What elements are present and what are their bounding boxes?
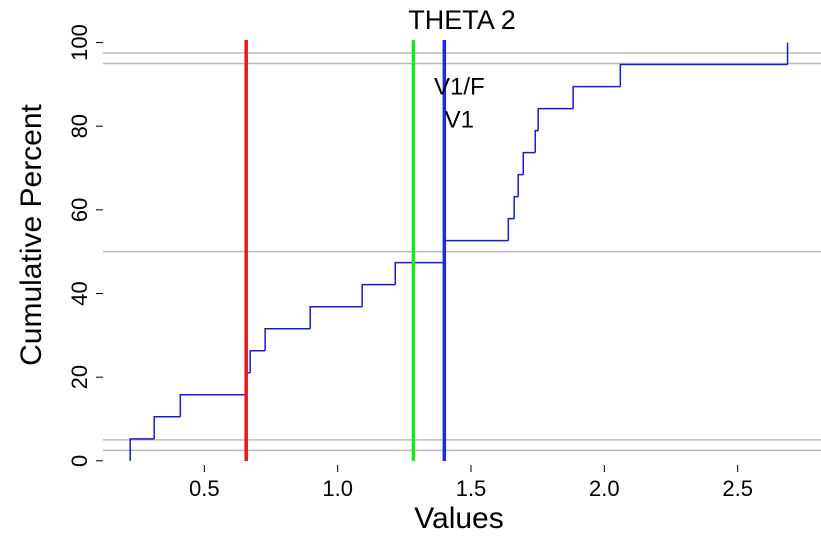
step bbox=[309, 305, 363, 329]
y-tick-label: 20 bbox=[67, 365, 92, 389]
step bbox=[361, 283, 396, 307]
y-tick-label: 80 bbox=[67, 114, 92, 138]
step bbox=[153, 416, 181, 439]
x-tick-label: 2.5 bbox=[722, 476, 753, 501]
annotation: V1/F bbox=[434, 73, 485, 100]
y-tick-label: 40 bbox=[67, 281, 92, 305]
step bbox=[394, 261, 445, 285]
step bbox=[507, 217, 515, 241]
x-tick-label: 1.0 bbox=[322, 476, 353, 501]
y-axis-label: Cumulative Percent bbox=[15, 103, 48, 365]
y-tick-label: 0 bbox=[67, 455, 92, 467]
chart-title: THETA 2 bbox=[408, 5, 516, 35]
x-tick-label: 2.0 bbox=[589, 476, 620, 501]
x-axis-label: Values bbox=[414, 502, 504, 535]
step bbox=[534, 129, 539, 153]
step bbox=[619, 63, 788, 87]
step bbox=[264, 327, 311, 351]
x-tick-label: 0.5 bbox=[189, 476, 220, 501]
step bbox=[513, 195, 519, 219]
annotation: V1 bbox=[445, 106, 474, 133]
step bbox=[517, 173, 524, 197]
step bbox=[129, 438, 155, 461]
step bbox=[522, 151, 536, 175]
y-tick-label: 60 bbox=[67, 198, 92, 222]
y-tick-label: 100 bbox=[67, 24, 92, 61]
step bbox=[572, 85, 621, 109]
step bbox=[537, 107, 574, 131]
step bbox=[249, 349, 266, 373]
x-tick-label: 1.5 bbox=[456, 476, 487, 501]
step bbox=[179, 394, 247, 417]
